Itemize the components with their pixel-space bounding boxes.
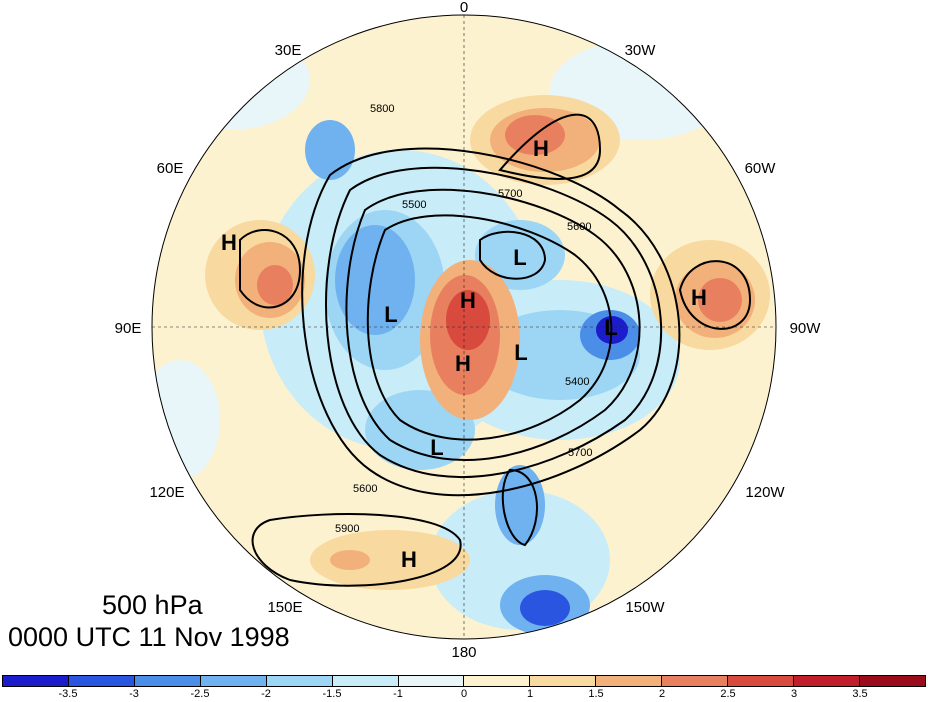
colorbar-tick-label: -1.5 bbox=[322, 688, 342, 700]
lon-label-60w: 60W bbox=[745, 160, 777, 177]
colorbar-swatch bbox=[200, 676, 267, 686]
contour-label: 5400 bbox=[565, 376, 589, 388]
colorbar-swatch bbox=[266, 676, 333, 686]
colorbar-tick-label: 2.5 bbox=[720, 688, 736, 700]
colorbar-swatch bbox=[794, 676, 860, 686]
low-center: L bbox=[513, 245, 526, 270]
contour-label: 5500 bbox=[402, 199, 426, 211]
map-boundary bbox=[151, 14, 777, 640]
colorbar-tick-label: 1.5 bbox=[588, 688, 604, 700]
colorbar-swatch bbox=[332, 676, 399, 686]
lon-label-150e: 150E bbox=[267, 599, 302, 616]
lon-label-180: 180 bbox=[451, 644, 476, 661]
contour-label: 5700 bbox=[498, 188, 522, 200]
colorbar-swatch bbox=[728, 676, 795, 686]
contour-label: 5600 bbox=[567, 221, 591, 233]
high-center: H bbox=[221, 230, 237, 255]
colorbar-ticks: -3.5 -3 -2.5 -2 -1.5 -1 0 1 1.5 2 2.5 3 3.5 bbox=[0, 688, 928, 702]
colorbar-tick-label: -2.5 bbox=[190, 688, 210, 700]
high-center: H bbox=[691, 285, 707, 310]
colorbar-swatch bbox=[3, 676, 69, 686]
colorbar-swatch bbox=[398, 676, 465, 686]
lon-label-120w: 120W bbox=[745, 484, 785, 501]
colorbar-swatch bbox=[134, 676, 201, 686]
low-center: L bbox=[604, 315, 617, 340]
colorbar-swatch bbox=[859, 676, 925, 686]
lon-label-90w: 90W bbox=[790, 320, 822, 337]
colorbar-tick-label: -1 bbox=[393, 688, 403, 700]
lon-label-30w: 30W bbox=[625, 42, 657, 59]
pressure-level-title: 500 hPa bbox=[102, 590, 203, 620]
low-center: L bbox=[430, 435, 443, 460]
colorbar-tick-label: 0 bbox=[460, 688, 468, 700]
lon-label-60e: 60E bbox=[157, 160, 184, 177]
colorbar-tick-label: 1 bbox=[526, 688, 534, 700]
lon-label-30e: 30E bbox=[275, 42, 302, 59]
height-contours bbox=[239, 113, 752, 587]
colorbar-tick-label: 3.5 bbox=[852, 688, 868, 700]
colorbar-swatch bbox=[596, 676, 663, 686]
low-center: L bbox=[514, 340, 527, 365]
graticule bbox=[152, 15, 776, 639]
contour-label: 5800 bbox=[370, 103, 394, 115]
colorbar-tick-label: 2 bbox=[658, 688, 666, 700]
colorbar-swatch bbox=[68, 676, 135, 686]
contour-label: 5700 bbox=[568, 447, 592, 459]
low-center: L bbox=[384, 302, 397, 327]
lon-label-120e: 120E bbox=[149, 484, 184, 501]
valid-time-title: 0000 UTC 11 Nov 1998 bbox=[8, 622, 290, 652]
colorbar-swatch bbox=[662, 676, 729, 686]
colorbar-swatch bbox=[464, 676, 531, 686]
high-center: H bbox=[401, 547, 417, 572]
lon-label-0: 0 bbox=[460, 0, 468, 16]
lon-label-90e: 90E bbox=[115, 320, 142, 337]
contour-label: 5900 bbox=[335, 523, 359, 535]
contour-label: 5600 bbox=[353, 483, 377, 495]
lon-label-150w: 150W bbox=[625, 599, 665, 616]
colorbar-tick-label: -3.5 bbox=[58, 688, 78, 700]
colorbar-tick-label: -2 bbox=[261, 688, 271, 700]
colorbar-tick-label: -3 bbox=[129, 688, 139, 700]
colorbar-swatch bbox=[530, 676, 597, 686]
high-center: H bbox=[455, 351, 471, 376]
colorbar-tick-label: 3 bbox=[790, 688, 798, 700]
colorbar bbox=[2, 675, 926, 687]
high-center: H bbox=[460, 288, 476, 313]
high-center: H bbox=[533, 136, 549, 161]
